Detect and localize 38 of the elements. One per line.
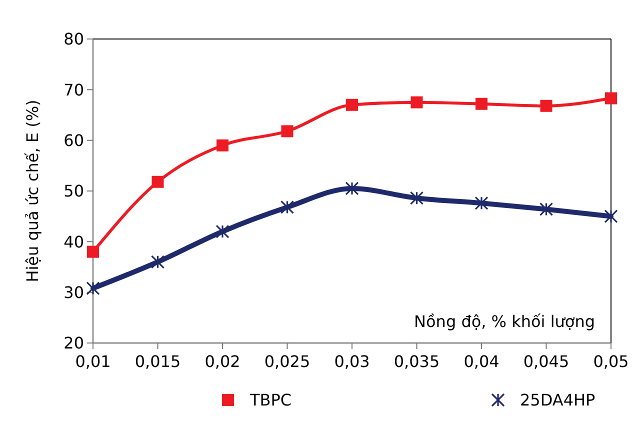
point: [150, 255, 165, 269]
point: [280, 200, 294, 214]
x-tick-label: 0,035: [394, 352, 440, 371]
y-tick-label: 70: [64, 80, 84, 100]
y-tick-label: 60: [64, 130, 84, 150]
point: [216, 224, 230, 238]
legend-label: 25DA4HP: [520, 390, 596, 410]
point: [346, 98, 358, 111]
point: [86, 281, 100, 296]
point: [216, 139, 228, 152]
x-tick-label: 0,01: [75, 352, 111, 371]
y-tick-label: 20: [64, 334, 84, 353]
x-tick-label: 0,02: [204, 352, 240, 371]
point: [476, 98, 488, 110]
x-tick-label: 0,05: [593, 352, 629, 371]
y-tick-label: 30: [64, 282, 84, 302]
point: [87, 246, 99, 258]
point: [474, 196, 488, 210]
y-tick-label: 40: [64, 232, 84, 252]
point: [152, 176, 164, 188]
point: [410, 191, 424, 205]
y-tick-label: 80: [64, 30, 84, 49]
point: [540, 100, 552, 112]
y-axis-title: Hiệu quả ức chế, E (%): [23, 100, 42, 282]
x-tick-label: 0,04: [464, 352, 500, 371]
x-tick-label: 0,03: [334, 352, 370, 371]
point: [605, 92, 617, 104]
y-tick-label: 50: [64, 182, 84, 201]
point: [604, 210, 618, 224]
x-tick-label: 0,025: [264, 352, 310, 371]
point: [539, 202, 554, 216]
x-tick-label: 0,045: [523, 352, 570, 371]
x-axis-title: Nồng độ, % khối lượng: [414, 312, 595, 331]
point: [410, 96, 423, 108]
x-tick-label: 0,015: [134, 352, 181, 371]
point: [281, 125, 294, 138]
point: [345, 182, 359, 196]
legend-label: TBPC: [249, 390, 292, 410]
